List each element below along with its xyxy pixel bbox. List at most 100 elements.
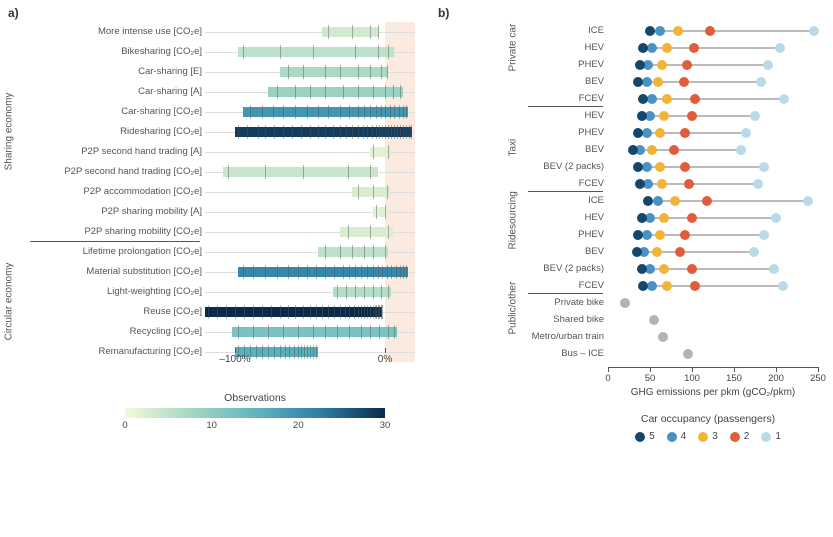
colorbar-tick-label: 0	[122, 420, 127, 431]
occupancy-dot	[657, 179, 667, 189]
legend-item: 1	[761, 431, 781, 442]
occupancy-dot	[670, 196, 680, 206]
obs-tick	[385, 205, 386, 219]
panel-a-row: Lifetime prolongation [CO₂e]	[25, 242, 420, 262]
occupancy-dot	[643, 196, 653, 206]
obs-tick	[364, 105, 365, 119]
panel-a-row: P2P accommodation [CO₂e]	[25, 182, 420, 202]
panel-a-group-labels: Sharing economyCircular economy	[10, 22, 24, 412]
range-bar	[268, 87, 403, 97]
row-track	[205, 222, 415, 242]
occupancy-dot	[749, 247, 759, 257]
obs-tick	[283, 105, 284, 119]
legend-title: Car occupancy (passengers)	[593, 413, 823, 425]
legend-label: 3	[712, 431, 718, 442]
obs-tick	[358, 105, 359, 119]
obs-tick	[334, 305, 335, 319]
colorbar-tick-label: 10	[206, 420, 217, 431]
obs-tick	[358, 305, 359, 319]
obs-tick	[334, 265, 335, 279]
row-track	[205, 262, 415, 282]
obs-tick	[355, 265, 356, 279]
obs-tick	[283, 325, 284, 339]
occupancy-dot	[684, 179, 694, 189]
obs-tick	[268, 325, 269, 339]
obs-tick	[243, 45, 244, 59]
obs-tick	[403, 265, 404, 279]
obs-tick	[382, 265, 383, 279]
row-track	[608, 209, 818, 226]
row-label: Car-sharing [A]	[32, 82, 202, 102]
occupancy-dot	[653, 196, 663, 206]
occupancy-dot	[638, 94, 648, 104]
panel-a-colorbar: Observations 0102030	[125, 392, 385, 432]
row-track	[608, 141, 818, 158]
obs-tick	[355, 45, 356, 59]
obs-tick	[385, 245, 386, 259]
panel-b-row: PHEV	[438, 56, 823, 73]
row-label: More intense use [CO₂e]	[32, 22, 202, 42]
obs-tick	[349, 105, 350, 119]
panel-b-row: HEV	[438, 107, 823, 124]
obs-tick	[361, 325, 362, 339]
row-track	[608, 175, 818, 192]
obs-tick	[298, 265, 299, 279]
obs-tick	[271, 305, 272, 319]
obs-tick	[328, 305, 329, 319]
obs-tick	[406, 105, 407, 119]
row-label: P2P accommodation [CO₂e]	[32, 182, 202, 202]
row-track	[608, 124, 818, 141]
obs-tick	[361, 305, 362, 319]
panel-a-plot: Sharing economyCircular economy More int…	[25, 22, 420, 412]
legend-items: 54321	[593, 431, 823, 442]
group-label: Public/other	[508, 321, 519, 335]
legend-item: 2	[730, 431, 750, 442]
panel-b-row: BEV	[438, 243, 823, 260]
obs-tick	[358, 65, 359, 79]
obs-tick	[379, 325, 380, 339]
legend-label: 5	[649, 431, 655, 442]
occupancy-dot	[759, 162, 769, 172]
obs-tick	[358, 125, 359, 139]
obs-tick	[217, 305, 218, 319]
obs-tick	[387, 185, 388, 199]
obs-tick	[381, 285, 382, 299]
occupancy-dot	[659, 264, 669, 274]
obs-tick	[388, 325, 389, 339]
obs-tick	[307, 105, 308, 119]
panel-b-row: HEV	[438, 39, 823, 56]
obs-tick	[235, 305, 236, 319]
obs-tick	[370, 105, 371, 119]
occupancy-dot	[775, 43, 785, 53]
occupancy-dot	[638, 43, 648, 53]
row-track	[608, 311, 818, 328]
panel-b-row: Bus – ICE	[438, 345, 823, 362]
occupancy-dot	[690, 94, 700, 104]
panel-a-x-axis: –100%0%	[205, 348, 415, 372]
row-label: FCEV	[526, 175, 604, 192]
obs-tick	[303, 305, 304, 319]
obs-tick	[340, 65, 341, 79]
xtick-label: 200	[768, 373, 784, 384]
row-label: Light-weighting [CO₂e]	[32, 282, 202, 302]
obs-tick	[322, 305, 323, 319]
group-label: Circular economy	[3, 263, 14, 341]
occupancy-dot	[763, 60, 773, 70]
row-label: BEV	[526, 141, 604, 158]
obs-tick	[393, 85, 394, 99]
row-label: Bus – ICE	[526, 345, 604, 362]
occupancy-dot	[655, 162, 665, 172]
obs-tick	[238, 125, 239, 139]
obs-tick	[258, 125, 259, 139]
obs-tick	[364, 305, 365, 319]
obs-tick	[385, 105, 386, 119]
obs-tick	[295, 305, 296, 319]
row-label: Metro/urban train	[526, 328, 604, 345]
obs-tick	[373, 145, 374, 159]
obs-tick	[406, 125, 407, 139]
row-track	[608, 39, 818, 56]
obs-tick	[352, 125, 353, 139]
occupancy-dot	[659, 111, 669, 121]
occupancy-dot	[633, 230, 643, 240]
row-track	[205, 282, 415, 302]
